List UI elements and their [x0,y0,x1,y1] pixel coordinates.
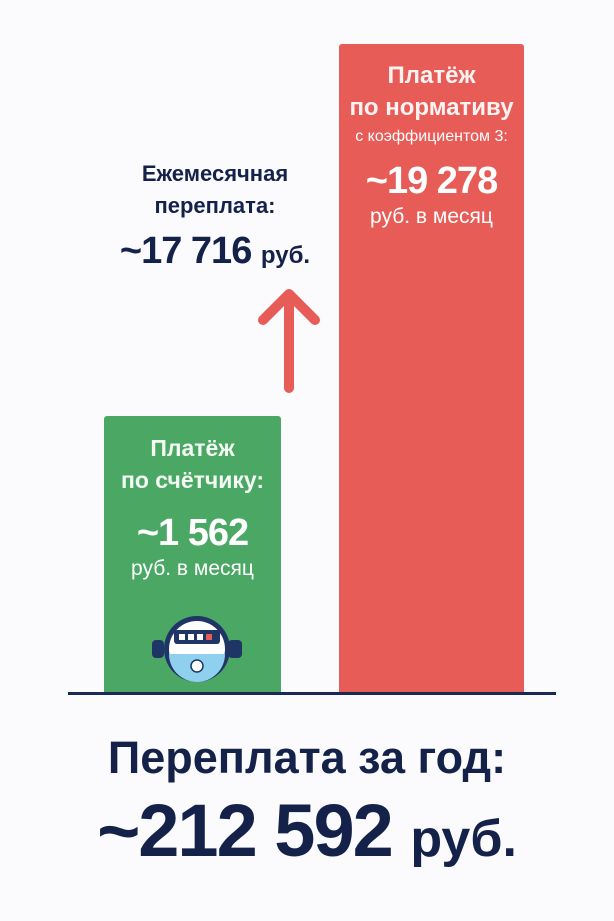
bar-meter-payment: Платёж по счётчику: ~1 562 руб. в месяц [104,416,281,692]
bar-meter-label-line1: Платёж [150,435,235,461]
chart-baseline [68,692,556,695]
overpayment-value-unit: руб. [260,242,311,269]
bar-meter-label-line2: по счётчику: [120,467,265,493]
bar-norm-label-line1: Платёж [387,62,476,89]
annual-overpayment-unit: руб. [410,810,517,868]
bar-norm-label-line2: по нормативу [349,94,514,121]
annual-overpayment: Переплата за год: ~212 592 руб. [0,732,614,873]
water-meter-icon [152,616,242,682]
bar-norm-value: ~19 278 [365,160,498,202]
bar-norm-payment: Платёж по нормативу с коэффициентом 3: ~… [339,44,524,692]
overpayment-label-line1: Ежемесячная [141,161,289,186]
bar-meter-value: ~1 562 [136,512,249,554]
bar-norm-note: с коэффициентом 3: [355,128,508,145]
annual-overpayment-value: ~212 592 руб. [0,788,614,873]
overpayment-label-line2: переплата: [154,193,276,218]
up-arrow-icon [258,289,320,393]
bar-norm-unit: руб. в месяц [370,205,493,228]
overpayment-value: ~17 716 руб. [95,230,335,273]
annual-overpayment-number: ~212 592 [97,789,394,872]
overpayment-value-number: ~17 716 [119,230,252,272]
annual-overpayment-title: Переплата за год: [107,732,507,783]
monthly-overpayment-annotation: Ежемесячная переплата: ~17 716 руб. [95,158,335,273]
bar-meter-unit: руб. в месяц [131,557,254,580]
